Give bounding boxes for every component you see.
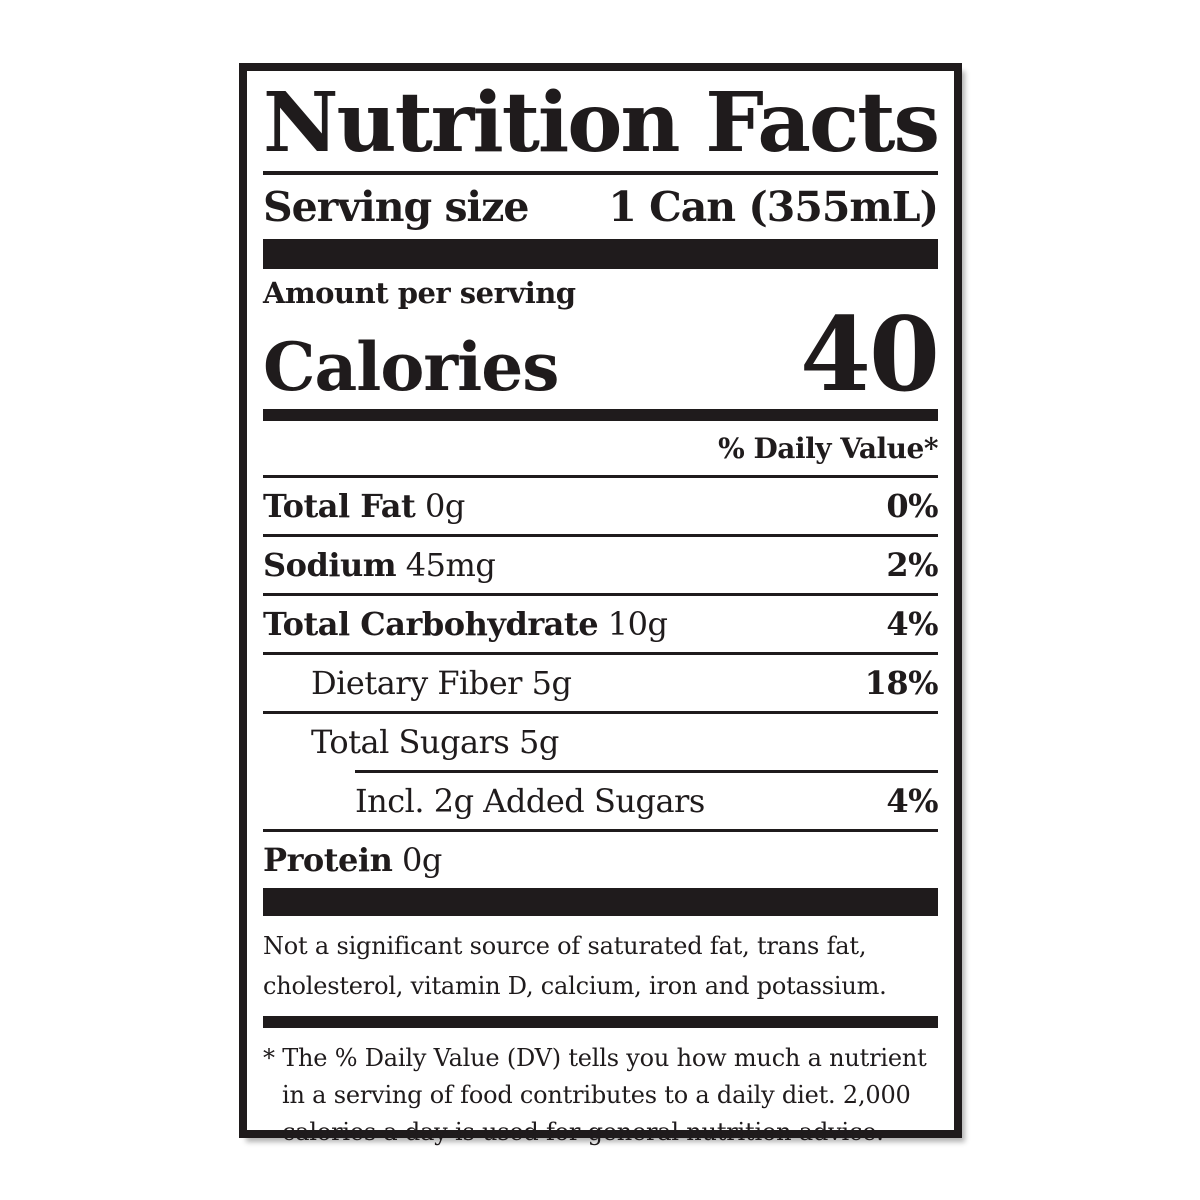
- nutrient-name: Protein: [263, 840, 393, 879]
- nutrient-name: Incl. 2g Added Sugars: [355, 781, 705, 820]
- amount-per-serving-label: Amount per serving: [263, 276, 576, 310]
- nutrient-name-amount: Incl. 2g Added Sugars: [355, 782, 705, 820]
- nutrient-daily-value: 4%: [886, 781, 938, 820]
- nutrient-row-total-sugars: Total Sugars 5g: [263, 714, 938, 770]
- not-significant-note: Not a significant source of saturated fa…: [263, 931, 887, 1000]
- calories-row: Calories 40: [263, 295, 940, 416]
- row-divider-rule: [263, 533, 938, 537]
- nutrition-facts-label: Nutrition Facts Serving size 1 Can (355m…: [239, 63, 962, 1146]
- nutrient-name: Sodium: [263, 545, 397, 584]
- nutrient-daily-value: 4%: [886, 604, 938, 643]
- nutrient-amount: 5g: [518, 722, 559, 761]
- nutrient-row-total-fat: Total Fat 0g 0%: [263, 478, 938, 534]
- calories-section: Amount per serving Calories 40: [263, 269, 940, 416]
- nutrient-daily-value: 0%: [886, 486, 938, 525]
- nutrient-amount: 5g: [531, 663, 572, 702]
- nutrient-name-amount: Protein 0g: [263, 841, 442, 879]
- nutrient-name-amount: Total Sugars 5g: [311, 723, 559, 761]
- protein-separator-bar: [263, 887, 938, 916]
- nutrient-daily-value: 18%: [864, 663, 939, 702]
- nutrient-name: Dietary Fiber: [311, 663, 522, 702]
- nutrient-amount: 10g: [607, 604, 668, 643]
- daily-value-header: % Daily Value*: [718, 431, 938, 465]
- nutrient-row-dietary-fiber: Dietary Fiber 5g 18%: [263, 655, 939, 711]
- calories-separator-bar: [263, 408, 938, 421]
- nutrient-row-total-carbohydrate: Total Carbohydrate 10g 4%: [263, 596, 938, 652]
- nutrient-amount: 0g: [402, 840, 442, 879]
- nutrient-daily-value: 2%: [886, 545, 938, 584]
- serving-separator-bar: [263, 239, 938, 269]
- nutrient-name-amount: Dietary Fiber 5g: [311, 663, 572, 702]
- footnote-separator-bar: [263, 1015, 938, 1028]
- serving-size-row: Serving size 1 Can (355mL): [263, 175, 939, 239]
- nutrient-name-amount: Sodium 45mg: [263, 545, 496, 584]
- label-title-row: Nutrition Facts: [263, 71, 940, 171]
- row-divider-rule: [263, 592, 938, 596]
- daily-value-footnote: * The % Daily Value (DV) tells you how m…: [263, 1043, 927, 1146]
- nutrient-name-amount: Total Carbohydrate 10g: [263, 604, 668, 643]
- nutrient-amount: 45mg: [405, 545, 496, 584]
- nutrient-name-amount: Total Fat 0g: [263, 487, 465, 525]
- calories-label: Calories: [263, 328, 559, 407]
- nutrient-name: Total Fat: [263, 486, 416, 525]
- serving-size-value: 1 Can (355mL): [608, 183, 939, 231]
- row-divider-rule-indented: [355, 769, 938, 773]
- nutrient-row-added-sugars: Incl. 2g Added Sugars 4%: [263, 773, 938, 829]
- label-title: Nutrition Facts: [263, 75, 940, 171]
- calories-value: 40: [800, 295, 940, 416]
- serving-size-label: Serving size: [263, 183, 529, 231]
- nutrient-amount: 0g: [424, 486, 465, 525]
- row-divider-rule: [263, 474, 938, 478]
- row-divider-rule: [263, 710, 938, 714]
- nutrient-name: Total Carbohydrate: [263, 604, 599, 643]
- nutrient-row-sodium: Sodium 45mg 2%: [263, 537, 938, 593]
- row-divider-rule: [263, 828, 938, 832]
- nutrient-row-protein: Protein 0g: [263, 832, 938, 888]
- title-divider-rule: [263, 171, 938, 175]
- row-divider-rule: [263, 651, 938, 655]
- nutrient-name: Total Sugars: [311, 722, 510, 761]
